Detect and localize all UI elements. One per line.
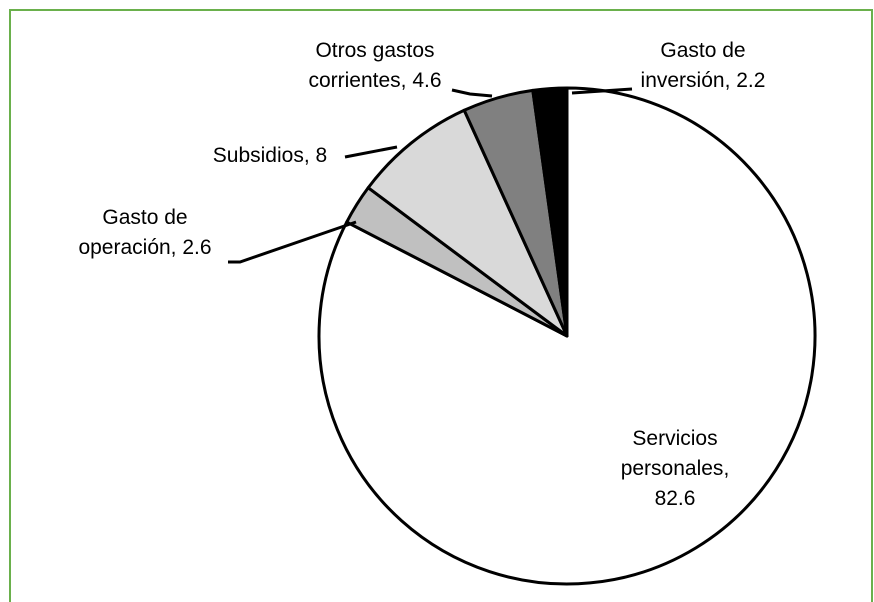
slice-label: Otros gastos corrientes4.6 [290,36,460,96]
leader-line [228,220,357,264]
slice-label: Gasto de inversión2.2 [628,36,778,96]
category: Gasto de operación [78,206,187,259]
category: Gasto de inversión [641,39,746,92]
leader-line [344,145,398,159]
category: Subsidios [213,144,316,167]
value: 2.2 [736,69,766,92]
leader-line [571,87,633,95]
value: 4.6 [412,69,442,92]
slices [317,86,817,586]
slice [531,86,569,338]
value: 82.6 [654,487,696,510]
category: Servicios personales [621,427,730,480]
slice-label: Gasto de operación2.6 [60,203,230,263]
slice-label: Subsidios8 [190,141,350,171]
leader-lines [228,87,633,264]
value: 8 [315,144,328,167]
slice [366,108,569,338]
frame [9,9,873,602]
value: 2.6 [182,236,212,259]
leader-line [451,88,493,98]
slice-label: Servicios personales 82.6 [600,424,750,514]
